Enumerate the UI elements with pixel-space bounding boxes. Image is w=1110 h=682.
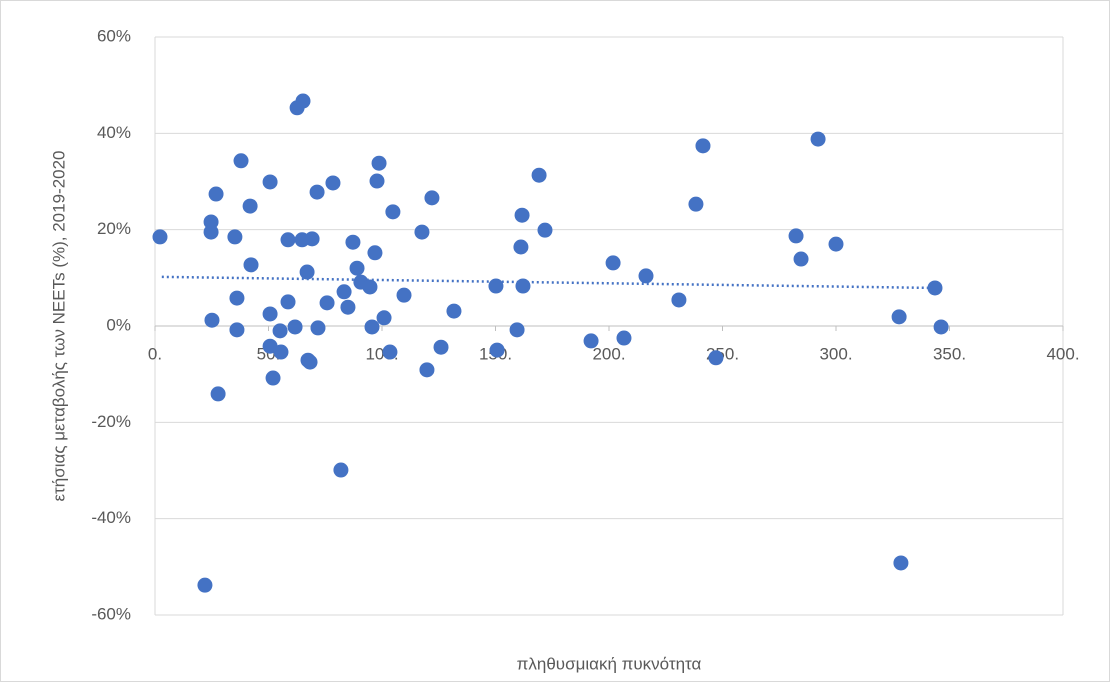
- point: [203, 224, 219, 240]
- point: [287, 319, 303, 335]
- point: [695, 138, 711, 154]
- point: [385, 204, 401, 220]
- point: [424, 190, 440, 206]
- point: [227, 229, 243, 245]
- point: [336, 284, 352, 300]
- point: [893, 555, 909, 571]
- y-tick-label: 20%: [97, 219, 131, 238]
- point: [242, 198, 258, 214]
- point: [340, 299, 356, 315]
- point: [793, 251, 809, 267]
- point: [382, 344, 398, 360]
- point: [788, 228, 804, 244]
- point: [933, 319, 949, 335]
- point: [272, 323, 288, 339]
- point: [208, 186, 224, 202]
- point: [638, 268, 654, 284]
- point: [302, 354, 318, 370]
- point: [204, 312, 220, 328]
- point: [688, 196, 704, 212]
- point: [152, 229, 168, 245]
- point: [514, 207, 530, 223]
- point: [299, 264, 315, 280]
- point: [345, 234, 361, 250]
- point: [229, 322, 245, 338]
- point: [419, 362, 435, 378]
- point: [828, 236, 844, 252]
- point: [376, 310, 392, 326]
- point: [333, 462, 349, 478]
- x-axis-label: πληθυσμιακή πυκνότητα: [517, 654, 702, 673]
- point: [891, 309, 907, 325]
- point: [671, 292, 687, 308]
- y-tick-label: 40%: [97, 123, 131, 142]
- point: [229, 290, 245, 306]
- x-tick-label: 300.: [819, 344, 852, 363]
- y-tick-label: -40%: [91, 508, 131, 527]
- point: [304, 231, 320, 247]
- point: [708, 350, 724, 366]
- point: [537, 222, 553, 238]
- point: [210, 386, 226, 402]
- y-tick-label: 60%: [97, 26, 131, 45]
- point: [371, 155, 387, 171]
- point: [233, 153, 249, 169]
- point: [295, 93, 311, 109]
- y-tick-label: -60%: [91, 604, 131, 623]
- point: [414, 224, 430, 240]
- point: [280, 232, 296, 248]
- point: [515, 278, 531, 294]
- point: [197, 577, 213, 593]
- point: [616, 330, 632, 346]
- point: [433, 339, 449, 355]
- point: [446, 303, 462, 319]
- point: [513, 239, 529, 255]
- point: [273, 344, 289, 360]
- point: [489, 342, 505, 358]
- y-tick-label: 0%: [106, 315, 131, 334]
- point: [309, 184, 325, 200]
- y-tick-label: -20%: [91, 412, 131, 431]
- point: [488, 278, 504, 294]
- point: [262, 306, 278, 322]
- trendline: [161, 275, 934, 290]
- point: [364, 319, 380, 335]
- point: [325, 175, 341, 191]
- x-tick-label: 400.: [1046, 344, 1079, 363]
- x-tick-label: 350.: [933, 344, 966, 363]
- point: [369, 173, 385, 189]
- point: [362, 279, 378, 295]
- point: [367, 245, 383, 261]
- x-tick-label: 0.: [148, 344, 162, 363]
- point: [509, 322, 525, 338]
- point: [310, 320, 326, 336]
- point: [280, 294, 296, 310]
- point: [265, 370, 281, 386]
- point: [243, 257, 259, 273]
- point: [583, 333, 599, 349]
- point: [810, 131, 826, 147]
- x-tick-label: 200.: [592, 344, 625, 363]
- y-axis-label: ετήσιας μεταβολής των NEETs (%), 2019-20…: [49, 150, 68, 501]
- point: [319, 295, 335, 311]
- point: [396, 287, 412, 303]
- point: [262, 174, 278, 190]
- point: [531, 167, 547, 183]
- point: [605, 255, 621, 271]
- point: [349, 260, 365, 276]
- point: [927, 280, 943, 296]
